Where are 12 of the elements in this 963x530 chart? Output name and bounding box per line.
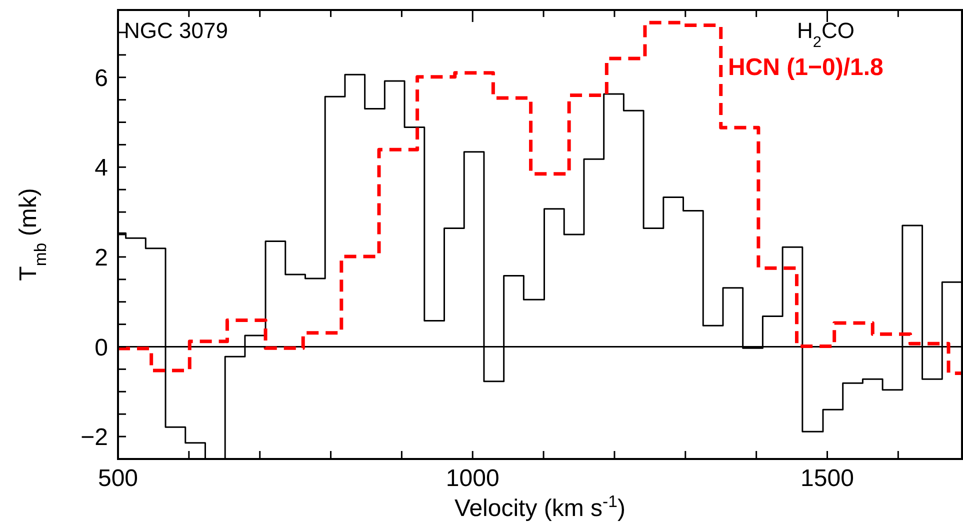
y-tick-label: 6 [94,64,108,92]
annotation: NGC 3079 [124,18,228,43]
series-label: HCN (1−0)/1.8 [728,54,884,81]
legend-label: H$_{2}$CO [797,18,854,50]
y-tick-label: 0 [94,334,108,362]
x-tick-label: 1500 [800,465,854,492]
y-tick-label: 2 [94,244,108,272]
y-tick-label: −2 [80,424,108,452]
x-axis-title: Velocity (km s$^{-1}$) [454,492,626,522]
x-tick-label: 1000 [446,465,500,492]
y-tick-label: 4 [94,154,108,182]
x-tick-label: 500 [98,465,138,492]
